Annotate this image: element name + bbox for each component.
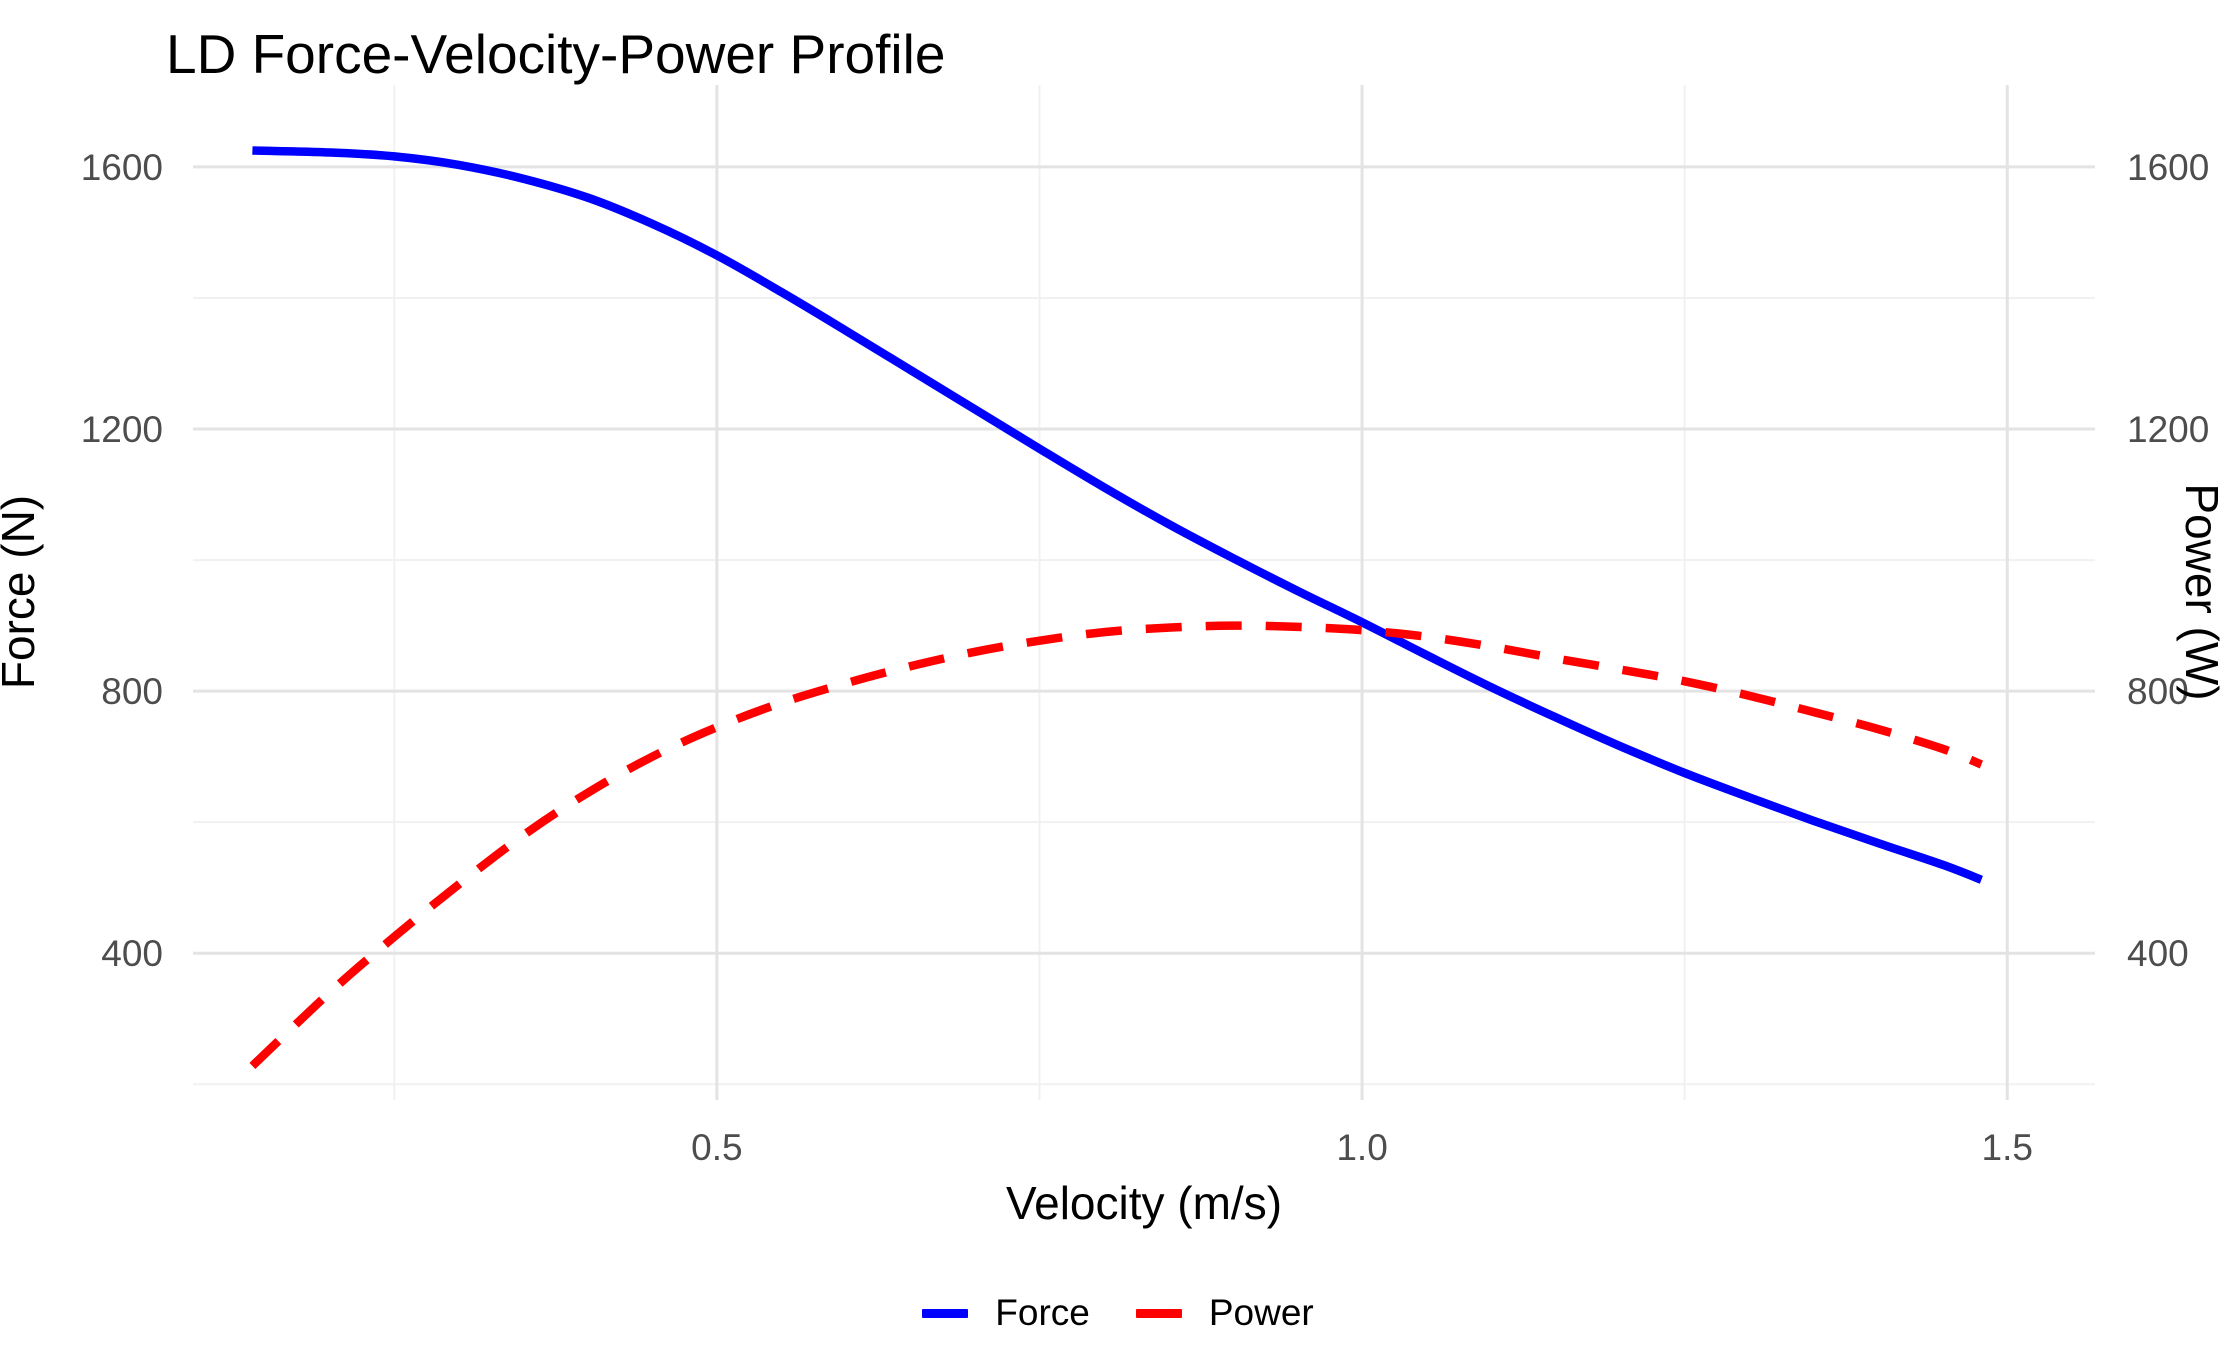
legend-label-force: Force [995, 1292, 1090, 1333]
right-y-tick-label: 1600 [2127, 147, 2209, 188]
force-line-key [922, 1308, 969, 1318]
power-line-key [1135, 1308, 1182, 1318]
legend-item-power: Power [1135, 1290, 1314, 1336]
legend: Force Power [0, 1290, 2236, 1336]
data-curves [249, 146, 1984, 1069]
left-y-tick-label: 400 [101, 933, 163, 974]
power-curve [249, 621, 1984, 1069]
right-y-tick-label: 800 [2127, 671, 2189, 712]
right-y-axis-title: Power (W) [2176, 483, 2228, 701]
legend-label-power: Power [1208, 1292, 1314, 1333]
axis-tick-labels: 0.5 1.0 1.5 400 400 800 800 1200 1200 1600 1600 [81, 147, 2210, 1168]
x-axis-title: Velocity (m/s) [1005, 1177, 1283, 1229]
legend-item-force: Force [922, 1290, 1090, 1336]
right-y-tick-label: 400 [2127, 933, 2189, 974]
major-gridlines [193, 85, 2095, 1100]
force-curve [252, 146, 1983, 884]
left-y-axis-title: Force (N) [0, 494, 44, 690]
left-y-tick-label: 1600 [81, 147, 163, 188]
left-y-tick-label: 1200 [81, 409, 163, 450]
left-y-tick-label: 800 [101, 671, 163, 712]
right-y-tick-label: 1200 [2127, 409, 2209, 450]
plot-title: LD Force-Velocity-Power Profile [166, 23, 946, 85]
x-tick-label: 0.5 [691, 1127, 742, 1168]
minor-gridlines [193, 85, 2095, 1100]
x-tick-label: 1.0 [1336, 1127, 1387, 1168]
x-tick-label: 1.5 [1982, 1127, 2033, 1168]
